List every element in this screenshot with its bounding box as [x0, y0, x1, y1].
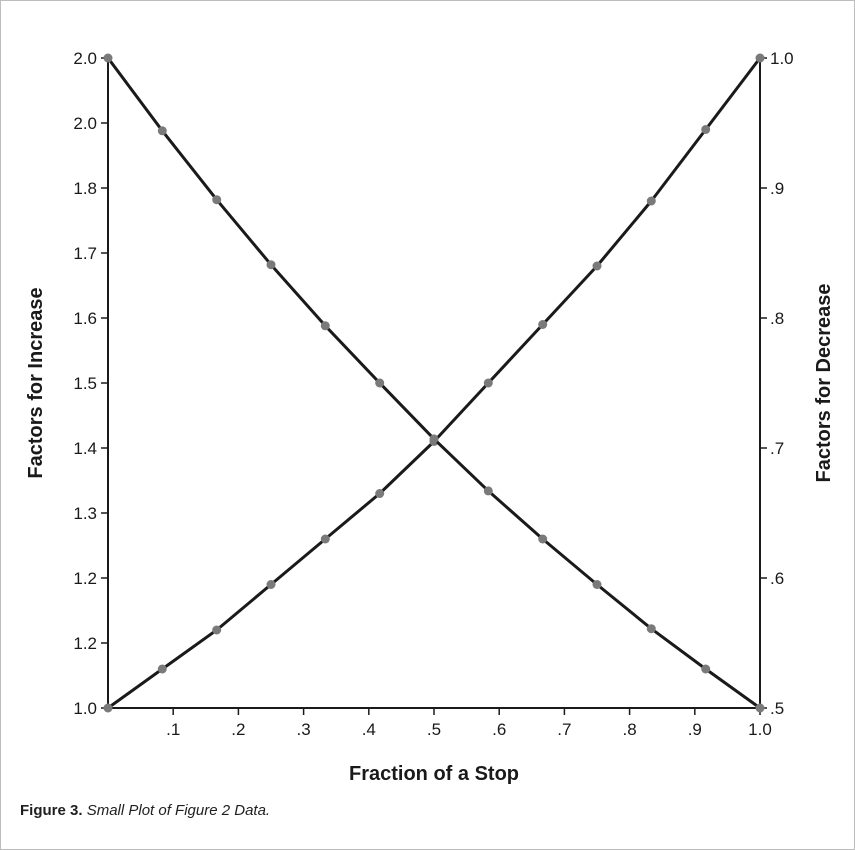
increase-factor-point: [157, 664, 167, 674]
right-y-tick-label: .6: [770, 569, 784, 588]
left-y-tick-label: 2.0: [73, 49, 97, 68]
left-y-tick-label: 1.5: [73, 374, 97, 393]
x-axis-title: Fraction of a Stop: [349, 763, 519, 785]
decrease-factor-point: [320, 321, 330, 331]
decrease-factor-point: [375, 378, 385, 388]
x-tick-label: .3: [297, 720, 311, 739]
left-y-tick-label: 1.3: [73, 504, 97, 523]
decrease-factor-point: [646, 624, 656, 634]
left-y-tick-label: 1.4: [73, 439, 97, 458]
series-layer: [103, 53, 765, 713]
decrease-factor-point: [483, 486, 493, 496]
decrease-factor-point: [266, 260, 276, 270]
left-y-tick-label: 1.8: [73, 179, 97, 198]
caption-text: Small Plot of Figure 2 Data.: [86, 802, 271, 819]
left-y-tick-label: 1.2: [73, 634, 97, 653]
x-tick-label: .1: [166, 720, 180, 739]
left-y-axis-title: Factors for Increase: [25, 287, 47, 478]
decrease-factor-point: [212, 195, 222, 205]
decrease-factor-point: [592, 580, 602, 589]
x-tick-label: .2: [231, 720, 245, 739]
left-y-tick-label: 1.7: [73, 244, 97, 263]
increase-factor-point: [646, 196, 656, 206]
increase-factor-point: [103, 703, 113, 713]
right-y-tick-label: 1.0: [770, 49, 794, 68]
decrease-factor-point: [429, 434, 439, 444]
decrease-factor-point: [538, 534, 548, 544]
right-y-ticks: 1.0 .9 .8 .7 .6 .5: [760, 49, 794, 718]
increase-factor-point: [538, 320, 548, 329]
decrease-factor-point: [157, 126, 167, 136]
decrease-factor-point: [103, 53, 113, 63]
increase-factor-point: [483, 378, 493, 388]
right-y-tick-label: .9: [770, 179, 784, 198]
right-y-tick-label: .5: [770, 699, 784, 718]
figure-caption: Figure 3. Small Plot of Figure 2 Data.: [20, 802, 270, 819]
increase-factor-point: [212, 625, 222, 635]
right-y-tick-label: .8: [770, 309, 784, 328]
increase-factor-point: [375, 489, 385, 498]
left-y-tick-label: 1.0: [73, 699, 97, 718]
x-tick-label: .4: [362, 720, 376, 739]
x-tick-label: .9: [688, 720, 702, 739]
x-tick-label: .7: [557, 720, 571, 739]
x-tick-label: .6: [492, 720, 506, 739]
decrease-factor-point: [755, 703, 765, 713]
axes: [107, 58, 761, 709]
left-y-tick-label: 2.0: [73, 114, 97, 133]
increase-factor-point: [755, 53, 765, 63]
x-ticks: .1 .2 .3 .4 .5 .6 .7 .8 .9 1.0: [166, 708, 772, 739]
left-y-ticks: 2.0 2.0 1.8 1.7 1.6 1.5 1.4 1.3 1.2 1.2 1.0: [73, 49, 108, 718]
x-tick-label: .5: [427, 720, 441, 739]
right-y-axis-title: Factors for Decrease: [813, 284, 835, 483]
increase-factor-line: [107, 57, 762, 710]
x-tick-label: 1.0: [748, 720, 772, 739]
caption-label: Figure 3.: [20, 802, 83, 819]
increase-factor-point: [701, 125, 711, 134]
left-y-tick-label: 1.6: [73, 309, 97, 328]
increase-factor-point: [266, 580, 276, 589]
increase-factor-point: [320, 534, 330, 544]
increase-factor-point: [592, 261, 602, 271]
left-y-tick-label: 1.2: [73, 569, 97, 588]
x-tick-label: .8: [623, 720, 637, 739]
dual-axis-line-chart: .1 .2 .3 .4 .5 .6 .7 .8 .9 1.0 2.0 2.0 1.8 1.7 1.6 1.5…: [25, 49, 835, 785]
decrease-factor-point: [701, 664, 711, 674]
right-y-tick-label: .7: [770, 439, 784, 458]
decrease-factor-line: [106, 57, 761, 710]
